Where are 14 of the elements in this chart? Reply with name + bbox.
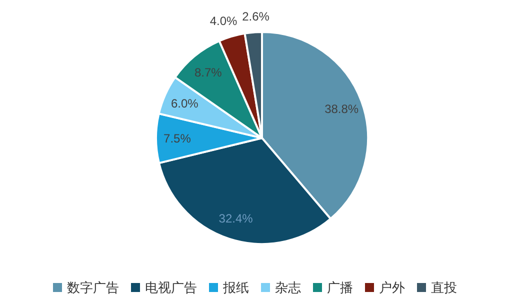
legend-label: 杂志 — [275, 281, 301, 296]
data-label: 32.4% — [218, 212, 254, 226]
data-label: 4.0% — [210, 14, 238, 28]
data-label: 6.0% — [170, 96, 199, 110]
data-label: 7.5% — [164, 131, 192, 146]
data-label: 8.7% — [194, 65, 222, 80]
legend-label: 直投 — [431, 281, 457, 296]
legend-label: 报纸 — [222, 281, 249, 296]
legend-label: 电视广告 — [145, 281, 197, 296]
legend-label: 数字广告 — [67, 280, 119, 296]
data-label: 38.8% — [324, 102, 359, 116]
data-label: 2.6% — [242, 9, 270, 24]
legend-label: 户外 — [379, 281, 405, 296]
legend-label: 广播 — [327, 281, 353, 296]
